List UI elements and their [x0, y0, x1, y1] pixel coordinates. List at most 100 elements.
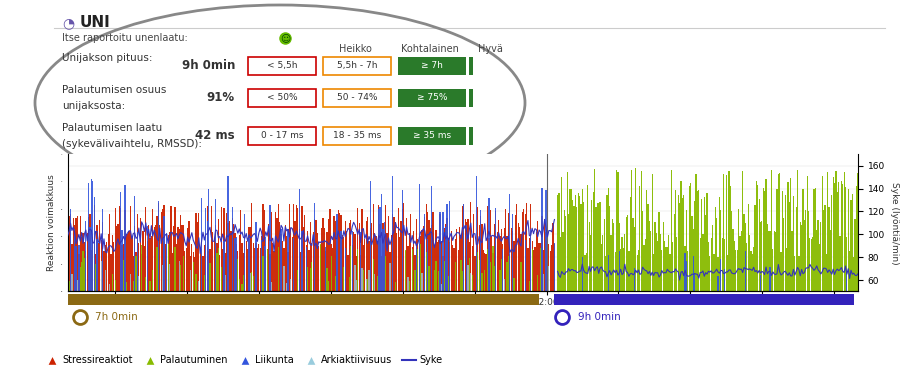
Bar: [514, 215, 515, 291]
Bar: [199, 250, 200, 291]
Bar: [562, 232, 563, 291]
Bar: [509, 254, 510, 291]
Bar: [247, 249, 248, 291]
Bar: [383, 222, 384, 291]
Bar: [355, 280, 356, 291]
Bar: [71, 274, 72, 291]
Bar: [719, 210, 721, 291]
Bar: [265, 237, 266, 291]
Bar: [360, 256, 361, 291]
Bar: [836, 192, 837, 291]
Bar: [769, 267, 770, 291]
Bar: [671, 242, 673, 291]
Bar: [348, 277, 350, 291]
Bar: [607, 255, 608, 291]
Bar: [391, 214, 393, 291]
Bar: [594, 207, 596, 291]
Bar: [409, 281, 410, 291]
Bar: [76, 246, 77, 291]
Bar: [842, 172, 844, 291]
Bar: [524, 240, 525, 291]
Bar: [350, 219, 351, 291]
Bar: [315, 220, 317, 291]
Bar: [95, 255, 97, 291]
Bar: [204, 245, 205, 291]
Bar: [233, 224, 234, 291]
Bar: [479, 210, 481, 291]
FancyBboxPatch shape: [398, 89, 465, 107]
Text: Hyvä: Hyvä: [477, 44, 502, 54]
Bar: [787, 202, 789, 291]
Bar: [409, 233, 410, 291]
Bar: [793, 256, 795, 291]
Bar: [289, 204, 290, 291]
Bar: [774, 232, 776, 291]
Bar: [299, 252, 301, 291]
Bar: [415, 219, 417, 291]
Bar: [581, 257, 583, 291]
Bar: [393, 217, 394, 291]
Bar: [539, 243, 540, 291]
Bar: [509, 194, 510, 291]
Bar: [330, 245, 332, 291]
Bar: [771, 249, 773, 291]
Bar: [122, 245, 123, 291]
Bar: [201, 198, 202, 291]
Bar: [437, 271, 439, 291]
Bar: [268, 224, 269, 291]
Bar: [464, 219, 465, 291]
Bar: [504, 209, 506, 291]
Bar: [164, 245, 166, 291]
Bar: [297, 208, 299, 291]
Bar: [314, 203, 315, 291]
Text: Palautumisen osuus: Palautumisen osuus: [62, 85, 166, 95]
Bar: [381, 256, 382, 291]
Bar: [79, 267, 81, 291]
Bar: [411, 247, 412, 291]
Bar: [548, 266, 549, 291]
Bar: [309, 268, 310, 291]
Bar: [272, 243, 273, 291]
Bar: [768, 231, 769, 291]
Bar: [373, 233, 374, 291]
Bar: [507, 213, 509, 291]
Bar: [348, 223, 350, 291]
Text: 91%: 91%: [207, 91, 235, 104]
Bar: [241, 243, 243, 291]
Bar: [286, 236, 287, 291]
Bar: [301, 206, 302, 291]
Bar: [734, 250, 736, 291]
Bar: [704, 215, 705, 291]
Bar: [418, 184, 419, 291]
Bar: [557, 192, 559, 291]
Bar: [692, 256, 693, 291]
Bar: [447, 238, 448, 291]
Bar: [736, 250, 737, 291]
Bar: [742, 214, 744, 291]
Bar: [406, 218, 407, 291]
Bar: [296, 205, 297, 291]
Bar: [435, 230, 436, 291]
Bar: [550, 245, 552, 291]
FancyBboxPatch shape: [468, 127, 473, 145]
Bar: [646, 190, 647, 291]
Bar: [844, 187, 845, 291]
Bar: [618, 223, 620, 291]
Bar: [494, 208, 496, 291]
Bar: [584, 255, 585, 291]
Bar: [570, 189, 571, 291]
Text: UNI: UNI: [80, 15, 111, 30]
Bar: [307, 231, 308, 291]
Bar: [792, 195, 793, 291]
Bar: [360, 232, 361, 291]
Bar: [140, 218, 141, 291]
Bar: [686, 251, 687, 291]
Bar: [553, 244, 555, 291]
Bar: [152, 209, 153, 291]
Text: 5,5h - 7h: 5,5h - 7h: [336, 61, 377, 70]
Text: unijaksosta:: unijaksosta:: [62, 101, 125, 111]
Bar: [161, 265, 163, 291]
Bar: [654, 222, 655, 291]
FancyBboxPatch shape: [468, 57, 473, 75]
Bar: [655, 233, 656, 291]
